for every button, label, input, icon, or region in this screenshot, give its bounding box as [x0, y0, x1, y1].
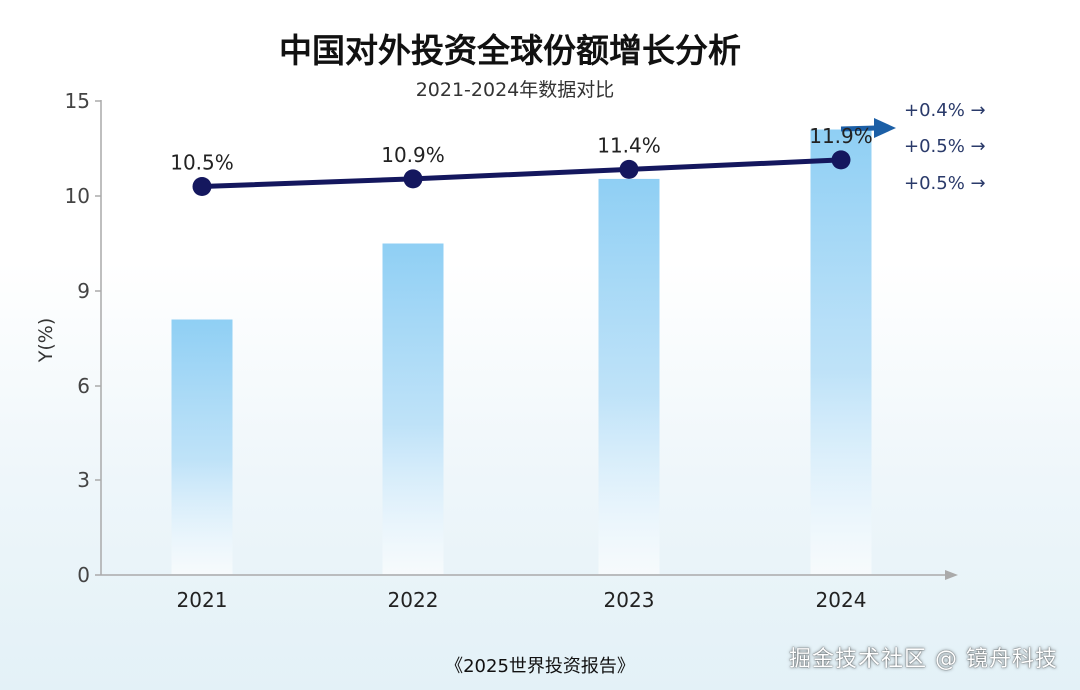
- x-axis-arrow: [945, 570, 958, 580]
- chart-subtitle: 2021-2024年数据对比: [416, 79, 615, 101]
- x-tick-label-2024: 2024: [816, 588, 867, 612]
- bar-2023: [598, 178, 660, 574]
- marker-2023: [619, 159, 639, 179]
- y-tick-label-1: 3: [77, 468, 90, 492]
- data-label-2024: 11.9%: [809, 124, 873, 148]
- growth-labels: +0.4% → +0.5% → +0.5% →: [904, 100, 986, 194]
- growth-label-2: +0.5% →: [904, 173, 986, 194]
- growth-label-1: +0.5% →: [904, 136, 986, 157]
- x-tick-label-2023: 2023: [604, 588, 655, 612]
- y-tick-label-4: 10: [65, 184, 90, 208]
- x-axis-labels: 2021 2022 2023 2024: [177, 588, 867, 612]
- y-tick-label-0: 0: [77, 563, 90, 587]
- y-axis-ticks: 0 3 6 9 10 15: [65, 89, 101, 587]
- data-label-2023: 11.4%: [597, 133, 661, 157]
- growth-label-0: +0.4% →: [904, 100, 986, 121]
- chart-title: 中国对外投资全球份额增长分析: [279, 31, 741, 70]
- data-labels: 10.5% 10.9% 11.4% 11.9%: [170, 124, 873, 175]
- trend-arrow-line: [840, 125, 877, 132]
- x-tick-label-2022: 2022: [388, 588, 439, 612]
- marker-2024: [831, 150, 851, 170]
- trend-markers: [192, 150, 851, 196]
- bar-2024: [810, 129, 872, 574]
- y-tick-label-5: 15: [65, 89, 90, 113]
- y-tick-label-3: 9: [77, 279, 90, 303]
- y-tick-label-2: 6: [77, 374, 90, 398]
- watermark: 掘金技术社区 @ 镜舟科技: [789, 647, 1058, 672]
- source-caption: 《2025世界投资报告》: [445, 656, 635, 677]
- data-label-2021: 10.5%: [170, 151, 234, 175]
- marker-2022: [403, 169, 423, 189]
- data-label-2022: 10.9%: [381, 143, 445, 167]
- y-axis-label: Y(%): [35, 318, 57, 364]
- x-tick-label-2021: 2021: [177, 588, 228, 612]
- bar-2022: [382, 243, 444, 574]
- marker-2021: [192, 177, 212, 196]
- bars: [171, 129, 872, 574]
- bar-2021: [171, 319, 233, 574]
- growth-chart: 中国对外投资全球份额增长分析 2021-2024年数据对比 Y(%) 0 3 6 9 1…: [35, 31, 986, 612]
- trend-arrow-head: [874, 118, 896, 138]
- trend-line: [199, 157, 844, 189]
